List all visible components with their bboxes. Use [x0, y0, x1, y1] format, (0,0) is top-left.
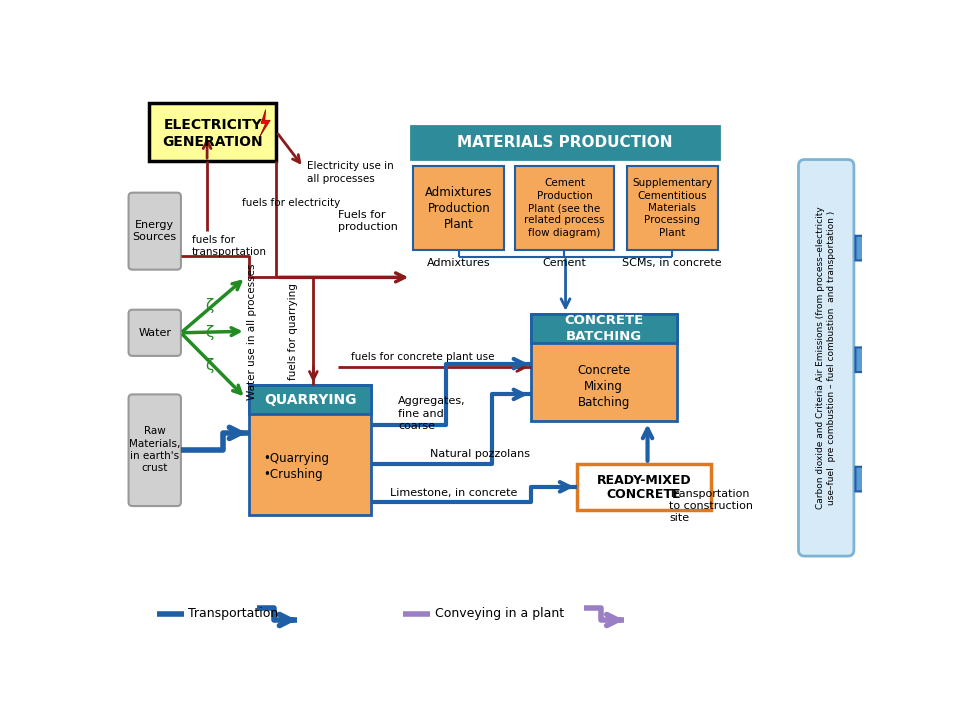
Text: Concrete
Mixing
Batching: Concrete Mixing Batching [577, 364, 631, 409]
Text: •Quarrying
•Crushing: •Quarrying •Crushing [263, 451, 329, 480]
Bar [531, 313, 677, 343]
Text: Limestone, in concrete: Limestone, in concrete [390, 488, 517, 498]
FancyBboxPatch shape [129, 310, 180, 356]
Text: Supplementary
Cementitious
Materials
Processing
Plant: Supplementary Cementitious Materials Pro… [633, 179, 712, 238]
FancyBboxPatch shape [799, 160, 853, 556]
Polygon shape [855, 338, 891, 382]
Text: Transportation: Transportation [188, 608, 278, 621]
Bar [250, 385, 372, 515]
Bar [250, 385, 372, 415]
Bar [627, 166, 718, 251]
Text: Natural pozzolans: Natural pozzolans [430, 449, 530, 459]
Text: SCMs, in concrete: SCMs, in concrete [622, 258, 722, 268]
Text: READY-MIXED: READY-MIXED [597, 474, 691, 487]
Text: Raw
Materials,
in earth's
crust: Raw Materials, in earth's crust [129, 426, 180, 474]
Text: ELECTRICITY: ELECTRICITY [163, 118, 262, 132]
Text: Cement
Production
Plant (see the
related process
flow diagram): Cement Production Plant (see the related… [524, 179, 605, 238]
Bar [150, 104, 276, 161]
Text: Cement: Cement [542, 258, 587, 268]
Text: fuels for concrete plant use: fuels for concrete plant use [351, 352, 494, 362]
Text: ζ: ζ [205, 297, 213, 312]
Bar [577, 464, 711, 510]
Text: Energy
Sources: Energy Sources [132, 220, 177, 243]
Text: QUARRYING: QUARRYING [264, 393, 356, 407]
Text: Fuels for
production: Fuels for production [338, 210, 397, 233]
Text: CONCRETE
BATCHING: CONCRETE BATCHING [564, 314, 643, 343]
Text: GENERATION: GENERATION [162, 135, 263, 149]
Text: Water: Water [138, 328, 171, 338]
FancyBboxPatch shape [129, 395, 180, 506]
Text: Water use in all processes: Water use in all processes [247, 263, 256, 400]
Text: Carbon dioxide and Criteria Air Emissions (from process–electricity
use–fuel  pr: Carbon dioxide and Criteria Air Emission… [816, 207, 836, 509]
Text: ζ: ζ [205, 325, 213, 340]
Text: MATERIALS PRODUCTION: MATERIALS PRODUCTION [457, 135, 673, 150]
Text: fuels for
transportation: fuels for transportation [192, 235, 267, 257]
Bar [531, 313, 677, 421]
Bar [411, 127, 719, 159]
Text: fuels for quarrying: fuels for quarrying [288, 283, 299, 379]
Text: ζ: ζ [205, 358, 213, 373]
Text: fuels for electricity: fuels for electricity [242, 199, 340, 208]
Polygon shape [855, 457, 891, 500]
Text: Electricity use in
all processes: Electricity use in all processes [307, 161, 394, 184]
Text: Transportation
to construction
site: Transportation to construction site [669, 489, 753, 523]
FancyBboxPatch shape [129, 193, 180, 270]
Polygon shape [855, 227, 891, 270]
Text: Aggregates,
fine and
coarse: Aggregates, fine and coarse [398, 396, 466, 431]
Text: Admixtures
Production
Plant: Admixtures Production Plant [425, 186, 492, 230]
Bar [516, 166, 613, 251]
Text: CONCRETE: CONCRETE [607, 488, 682, 501]
Text: Conveying in a plant: Conveying in a plant [435, 608, 564, 621]
Bar [414, 166, 504, 251]
Polygon shape [259, 109, 271, 138]
Text: Admixtures: Admixtures [427, 258, 491, 268]
